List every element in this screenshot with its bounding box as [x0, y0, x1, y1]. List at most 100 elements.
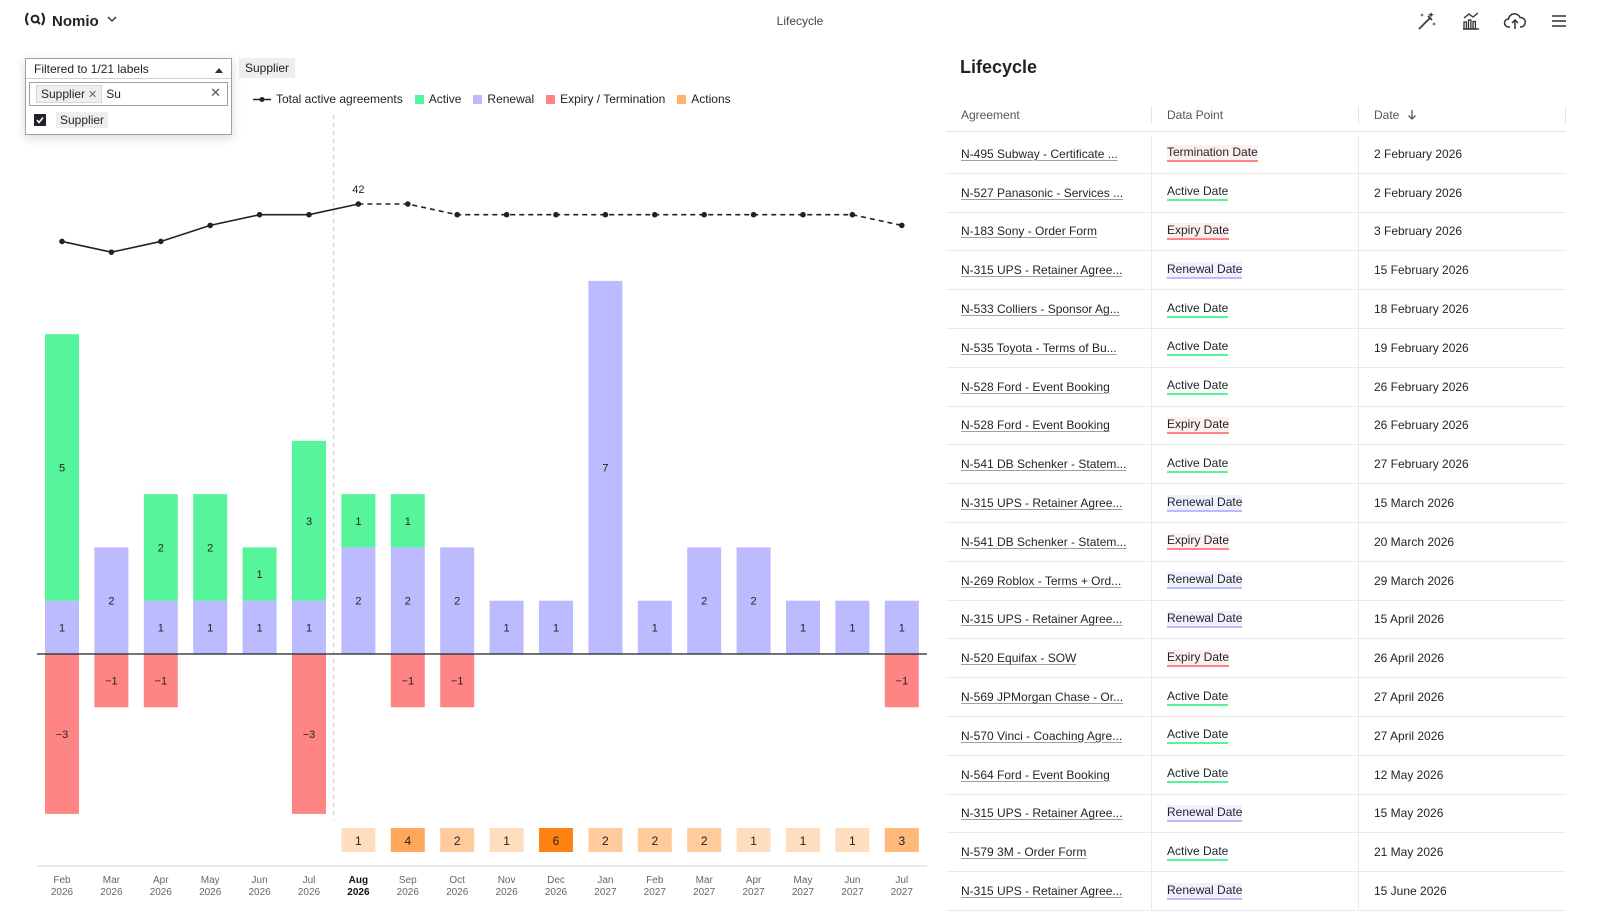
data-point-link[interactable]: Active Date: [1167, 456, 1229, 473]
label-option-supplier[interactable]: Supplier: [26, 106, 231, 134]
column-date[interactable]: Date: [1359, 98, 1566, 131]
data-point-link[interactable]: Active Date: [1167, 844, 1229, 861]
data-point-link[interactable]: Renewal Date: [1167, 882, 1243, 900]
table-row[interactable]: N-495 Subway - Certificate ... Terminatio…: [946, 135, 1566, 174]
x-tick-month: Jun: [844, 875, 860, 886]
agreement-link[interactable]: N-315 UPS - Retainer Agree...: [961, 263, 1123, 278]
legend-expiry[interactable]: Expiry / Termination: [546, 92, 665, 106]
bar-label-renewal: 1: [158, 622, 164, 634]
bar-renewal: [440, 547, 475, 654]
date-cell: 27 February 2026: [1374, 457, 1469, 472]
table-row[interactable]: N-183 Sony - Order Form Expiry Date 3 Febr…: [946, 212, 1566, 252]
data-point-link[interactable]: Active Date: [1167, 689, 1229, 706]
data-point-link[interactable]: Termination Date: [1167, 145, 1258, 163]
data-point-link[interactable]: Active Date: [1167, 378, 1229, 396]
legend-total[interactable]: Total active agreements: [253, 92, 403, 106]
data-point-link[interactable]: Active Date: [1167, 727, 1229, 745]
agreement-link[interactable]: N-520 Equifax - SOW: [961, 651, 1077, 666]
applied-filter-chip[interactable]: Supplier: [239, 58, 296, 78]
bar-label-renewal: 2: [454, 596, 460, 608]
table-row[interactable]: N-315 UPS - Retainer Agree... Renewal Dat…: [946, 794, 1566, 834]
legend-actions[interactable]: Actions: [677, 92, 731, 106]
bar-label-renewal: 1: [800, 622, 806, 634]
agreement-link[interactable]: N-527 Panasonic - Services ...: [961, 185, 1124, 200]
agreement-link[interactable]: N-570 Vinci - Coaching Agre...: [961, 728, 1123, 743]
agreement-link[interactable]: N-315 UPS - Retainer Agree...: [961, 496, 1123, 511]
magic-wand-button[interactable]: [1414, 8, 1440, 34]
table-row[interactable]: N-315 UPS - Retainer Agree... Renewal Dat…: [946, 872, 1566, 911]
data-point-link[interactable]: Renewal Date: [1167, 610, 1243, 628]
table-row[interactable]: N-541 DB Schenker - Statem... Expiry Date…: [946, 522, 1566, 562]
table-row[interactable]: N-569 JPMorgan Chase - Or... Active Date 2…: [946, 678, 1566, 717]
legend-actions-label: Actions: [691, 92, 731, 106]
legend-renewal[interactable]: Renewal: [473, 92, 534, 106]
actions-box: [687, 828, 722, 852]
agreement-link[interactable]: N-541 DB Schenker - Statem...: [961, 534, 1127, 549]
data-point-link[interactable]: Active Date: [1167, 184, 1229, 202]
legend-swatch-renewal: [473, 94, 483, 104]
data-point-link[interactable]: Expiry Date: [1167, 416, 1230, 434]
label-search-input[interactable]: Supplier ✕ Su ✕: [29, 82, 228, 106]
agreement-link[interactable]: N-579 3M - Order Form: [961, 845, 1087, 860]
agreement-link[interactable]: N-315 UPS - Retainer Agree...: [961, 612, 1123, 627]
workspace-switcher[interactable]: Nomio: [24, 10, 119, 32]
data-point-link[interactable]: Renewal Date: [1167, 804, 1243, 822]
table-row[interactable]: N-315 UPS - Retainer Agree... Renewal Dat…: [946, 484, 1566, 523]
agreement-link[interactable]: N-528 Ford - Event Booking: [961, 379, 1110, 394]
table-row[interactable]: N-541 DB Schenker - Statem... Active Date…: [946, 445, 1566, 485]
checkbox-checked-icon[interactable]: [34, 114, 46, 126]
column-agreement[interactable]: Agreement: [946, 98, 1152, 131]
clear-search-icon[interactable]: ✕: [210, 85, 221, 100]
data-point-link[interactable]: Renewal Date: [1167, 572, 1243, 590]
table-header: Agreement Data Point Date: [946, 98, 1566, 132]
table-row[interactable]: N-533 Colliers - Sponsor Ag... Active Dat…: [946, 290, 1566, 329]
lifecycle-chart: 1 5 −3 2 −1 1 2 −1 1 2 1 1 1 3 −3 2 1 2 1 −1 2 −1 1 1 7 1 2 2 1 1 1 −1 4…: [37, 115, 927, 898]
date-cell: 27 April 2026: [1374, 690, 1445, 705]
selected-label-chip: Supplier ✕: [36, 85, 103, 103]
table-row[interactable]: N-579 3M - Order Form Active Date 21 May 2…: [946, 833, 1566, 873]
agreement-link[interactable]: N-535 Toyota - Terms of Bu...: [961, 340, 1117, 355]
agreement-cell: N-520 Equifax - SOW: [946, 639, 1152, 678]
data-point-link[interactable]: Active Date: [1167, 339, 1229, 357]
agreement-link[interactable]: N-315 UPS - Retainer Agree...: [961, 884, 1123, 899]
table-row[interactable]: N-528 Ford - Event Booking Active Date 26 …: [946, 367, 1566, 407]
table-row[interactable]: N-315 UPS - Retainer Agree... Renewal Dat…: [946, 251, 1566, 291]
label-filter-toggle[interactable]: Filtered to 1/21 labels: [26, 59, 231, 79]
agreement-link[interactable]: N-564 Ford - Event Booking: [961, 767, 1110, 782]
table-row[interactable]: N-315 UPS - Retainer Agree... Renewal Dat…: [946, 600, 1566, 640]
menu-button[interactable]: [1546, 8, 1572, 34]
agreement-link[interactable]: N-315 UPS - Retainer Agree...: [961, 806, 1123, 821]
legend-swatch-expiry: [546, 94, 556, 104]
date-cell: 15 February 2026: [1374, 263, 1469, 278]
table-row[interactable]: N-527 Panasonic - Services ... Active Dat…: [946, 173, 1566, 213]
legend-active[interactable]: Active: [414, 92, 461, 106]
actions-count: 2: [651, 834, 658, 848]
agreement-link[interactable]: N-533 Colliers - Sponsor Ag...: [961, 302, 1120, 317]
agreement-link[interactable]: N-541 DB Schenker - Statem...: [961, 457, 1127, 472]
data-point-link[interactable]: Expiry Date: [1167, 649, 1230, 667]
column-data-point[interactable]: Data Point: [1152, 98, 1359, 131]
agreement-link[interactable]: N-528 Ford - Event Booking: [961, 418, 1110, 433]
table-row[interactable]: N-535 Toyota - Terms of Bu... Active Date…: [946, 328, 1566, 368]
chart-button[interactable]: [1458, 8, 1484, 34]
bar-label-renewal: 2: [355, 596, 361, 608]
agreement-link[interactable]: N-569 JPMorgan Chase - Or...: [961, 690, 1124, 705]
table-row[interactable]: N-520 Equifax - SOW Expiry Date 26 April 2…: [946, 639, 1566, 679]
table-row[interactable]: N-269 Roblox - Terms + Ord... Renewal Dat…: [946, 561, 1566, 601]
agreement-link[interactable]: N-495 Subway - Certificate ...: [961, 146, 1118, 161]
data-point-link[interactable]: Renewal Date: [1167, 261, 1243, 279]
data-point-link[interactable]: Active Date: [1167, 301, 1229, 318]
agreement-link[interactable]: N-269 Roblox - Terms + Ord...: [961, 573, 1122, 588]
data-point-link[interactable]: Expiry Date: [1167, 222, 1230, 240]
data-point-link[interactable]: Active Date: [1167, 766, 1229, 784]
upload-button[interactable]: [1502, 8, 1528, 34]
table-row[interactable]: N-528 Ford - Event Booking Expiry Date 26 …: [946, 406, 1566, 446]
table-row[interactable]: N-564 Ford - Event Booking Active Date 12 …: [946, 755, 1566, 795]
remove-chip-icon[interactable]: ✕: [88, 88, 98, 101]
data-point-link[interactable]: Expiry Date: [1167, 533, 1230, 551]
table-row[interactable]: N-570 Vinci - Coaching Agre... Active Dat…: [946, 716, 1566, 756]
agreement-cell: N-533 Colliers - Sponsor Ag...: [946, 290, 1152, 328]
data-point-link[interactable]: Renewal Date: [1167, 494, 1243, 512]
column-date-label: Date: [1374, 107, 1400, 122]
agreement-link[interactable]: N-183 Sony - Order Form: [961, 224, 1098, 239]
